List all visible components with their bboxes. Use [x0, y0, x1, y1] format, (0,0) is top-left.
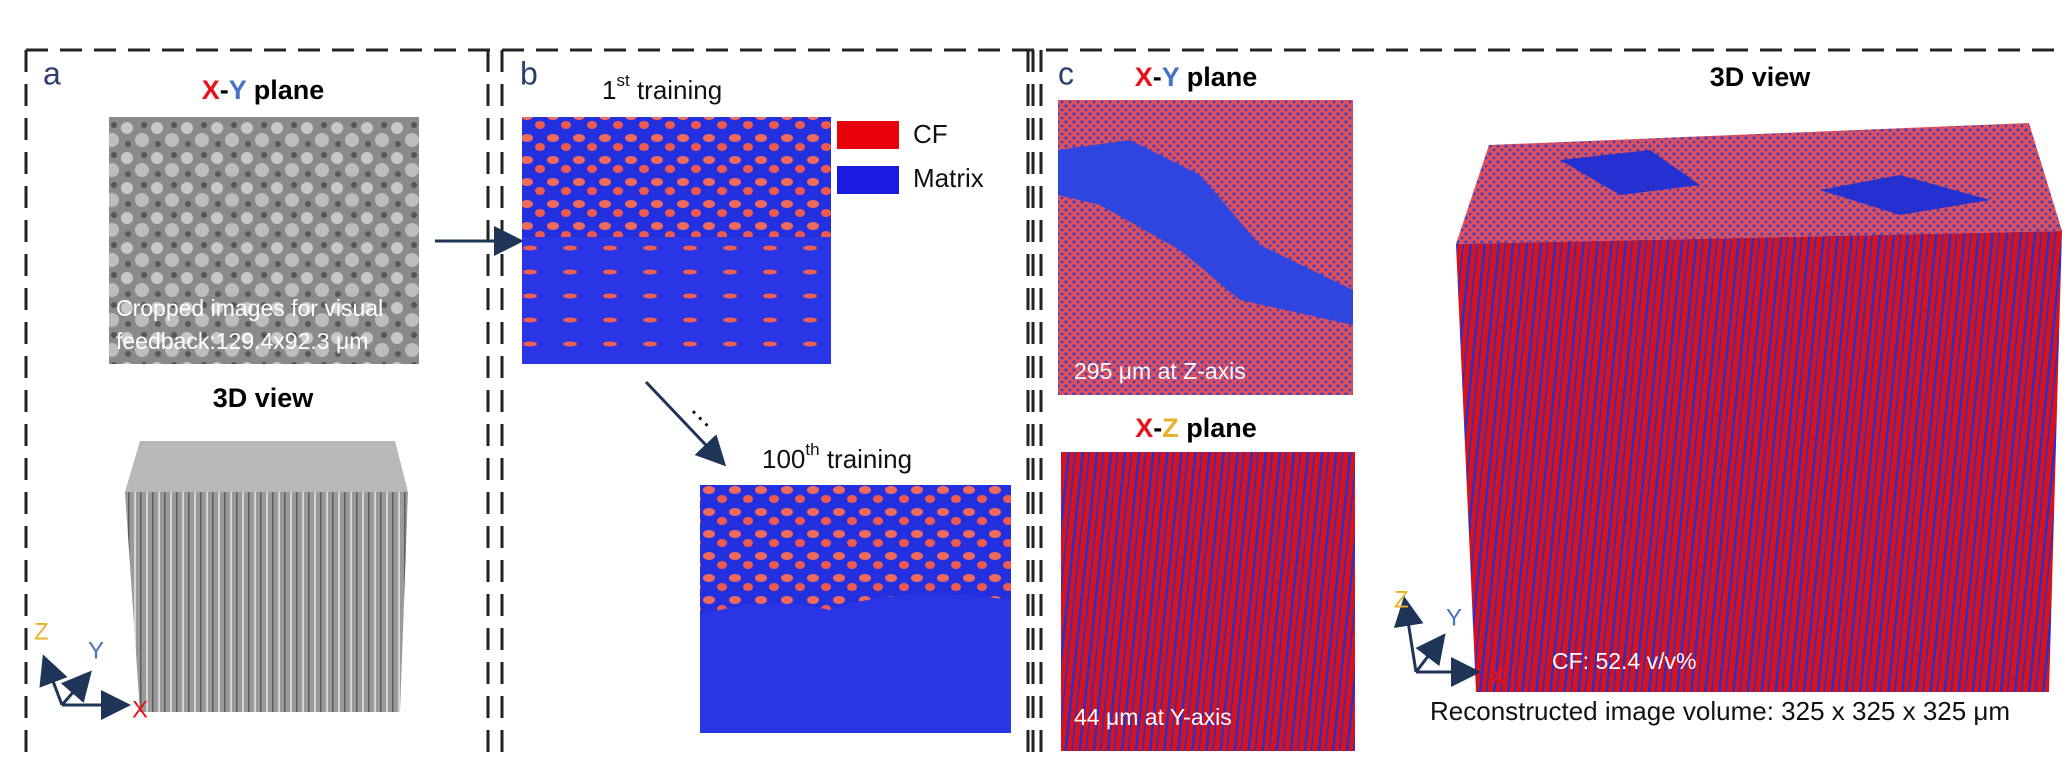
number: 1: [602, 75, 616, 105]
plane-word: plane: [254, 75, 325, 105]
figure: a X-Y plane Cropped images for visual fe…: [0, 0, 2066, 757]
panel-title: X-Z plane: [1135, 413, 1257, 443]
cube-top: [1456, 123, 2062, 244]
training-title: 100th training: [762, 440, 912, 473]
axis-label: Z: [34, 618, 49, 645]
legend-label: CF: [913, 119, 948, 149]
panel-label: c: [1058, 55, 1074, 91]
axis-arrow: [45, 660, 62, 705]
caption: CF: 52.4 v/v%: [1552, 648, 1696, 674]
ellipsis: …: [685, 392, 727, 434]
axis-arrow: [1416, 638, 1442, 672]
axis-label: X: [132, 696, 148, 723]
axis-label: Y: [88, 637, 104, 664]
axis-letter: Z: [1162, 413, 1179, 443]
view-title: 3D view: [1710, 62, 1812, 92]
training-title: 1st training: [602, 71, 722, 104]
dash: -: [1153, 62, 1162, 92]
cube-front: [1456, 231, 2062, 692]
axis-label: Z: [1394, 586, 1409, 613]
caption: Reconstructed image volume: 325 x 325 x …: [1430, 696, 2010, 726]
panel-title: X-Y plane: [1135, 62, 1258, 92]
dash: -: [1153, 413, 1162, 443]
ct-image: [109, 117, 419, 364]
panel-label: a: [43, 55, 61, 91]
suffix: st: [616, 71, 630, 90]
axis-letter: X: [1135, 62, 1153, 92]
legend-swatch: [837, 166, 899, 194]
axis-letter: Y: [229, 75, 247, 105]
axis-label: X: [1490, 663, 1506, 690]
dash: -: [220, 75, 229, 105]
axis-letter: Y: [1162, 62, 1180, 92]
legend-swatch: [837, 121, 899, 149]
caption: 295 μm at Z-axis: [1074, 358, 1246, 384]
view-title: 3D view: [213, 383, 315, 413]
axis-arrow: [62, 675, 88, 705]
suffix: th: [805, 440, 819, 459]
legend-label: Matrix: [913, 163, 984, 193]
panel-label: b: [520, 55, 538, 91]
caption: feedback:129.4x92.3 μm: [116, 328, 368, 354]
axis-letter: X: [202, 75, 220, 105]
plane-word: plane: [1187, 62, 1258, 92]
cube-front: [125, 492, 408, 712]
number: 100: [762, 444, 805, 474]
caption: Cropped images for visual: [116, 295, 383, 321]
axis-letter: X: [1135, 413, 1153, 443]
training-word: training: [637, 75, 722, 105]
plane-word: plane: [1186, 413, 1257, 443]
cube-top: [125, 441, 408, 492]
axis-label: Y: [1446, 604, 1462, 631]
seg-image-top: [522, 117, 831, 237]
training-word: training: [827, 444, 912, 474]
panel-title: X-Y plane: [202, 75, 325, 105]
caption: 44 μm at Y-axis: [1074, 704, 1232, 730]
